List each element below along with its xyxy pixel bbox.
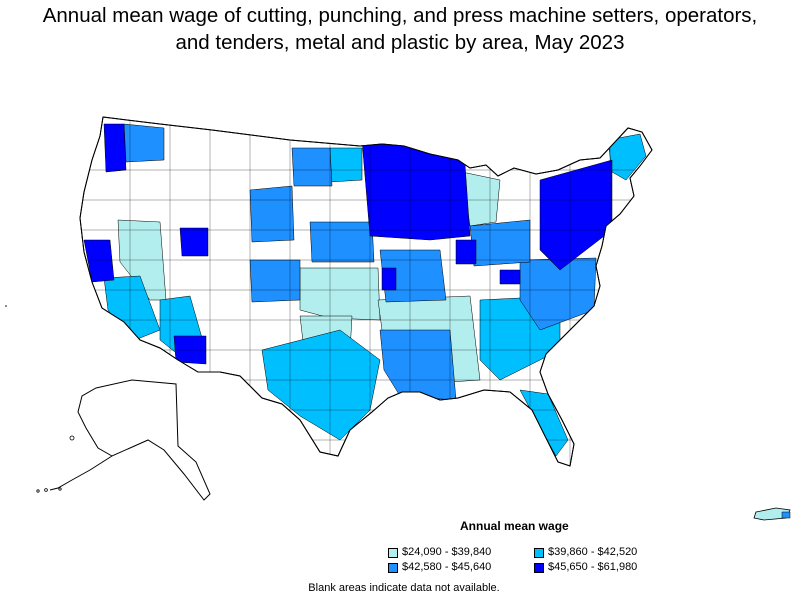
area-texas [261,329,381,441]
conus-map [79,116,653,467]
legend-label-3: $42,580 - $45,640 [402,561,492,573]
area-kansas-city [381,267,397,291]
legend-item-2: $39,860 - $42,520 [534,546,637,559]
aleutian-island [58,487,62,491]
area-ohio-valley [469,219,531,267]
area-upper-midwest [361,139,471,241]
footnote: Blank areas indicate data not available. [308,582,500,594]
area-indiana [455,239,477,265]
title-line-2: and tenders, metal and plastic by area, … [175,31,625,54]
alaska-map [36,379,211,501]
legend-item-4: $45,650 - $61,980 [534,561,637,574]
area-northeast [539,159,613,271]
area-nebraska [309,221,375,263]
area-colorado [249,259,301,303]
area-boundaries [80,117,652,466]
area-north-dakota [329,147,363,183]
legend-item-1: $24,090 - $39,840 [388,546,491,559]
wage-areas [80,117,652,466]
legend-swatch-2 [534,547,544,558]
area-kansas-oklahoma [299,267,381,321]
legend-label-4: $45,650 - $61,980 [548,561,638,573]
title-line-1: Annual mean wage of cutting, punching, a… [42,4,758,27]
area-idaho-wyoming [249,185,295,243]
area-bay-area [83,239,115,283]
area-kentucky [499,269,521,285]
area-utah [179,227,209,257]
legend-label-1: $24,090 - $39,840 [402,546,492,558]
legend-label-2: $39,860 - $42,520 [548,546,638,558]
legend-item-3: $42,580 - $45,640 [388,561,491,574]
alaska-land [77,379,211,501]
area-plains-north [291,147,333,187]
conus-outline [79,116,653,467]
alaska-island [69,435,75,441]
puerto-rico-east [781,511,791,519]
aleutian-island [44,488,48,492]
area-california-south [103,275,161,343]
legend-swatch-4 [534,562,544,573]
aleutian-island [36,489,40,493]
map-title: Annual mean wage of cutting, punching, a… [0,2,800,56]
small-island-marker [5,305,7,307]
legend-swatch-3 [388,562,398,573]
alaska-peninsula [49,455,113,491]
puerto-rico-map [753,507,791,521]
area-florida [519,389,569,457]
legend-swatch-1 [388,547,398,558]
area-seattle [103,123,127,173]
legend-title: Annual mean wage [460,519,569,533]
area-maine [607,133,647,181]
